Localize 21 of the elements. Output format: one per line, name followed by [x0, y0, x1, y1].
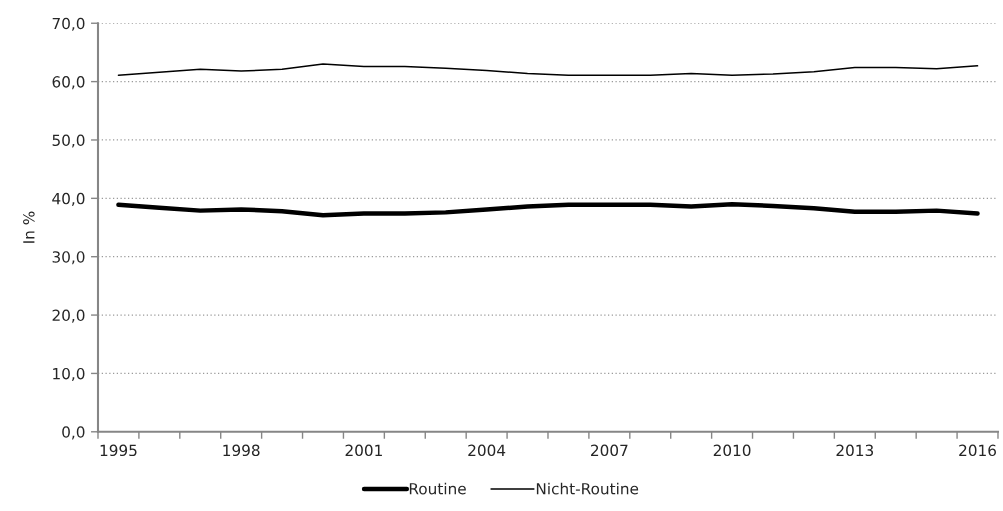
- y-tick-label: 0,0: [62, 426, 85, 440]
- x-tick-label: 1995: [100, 444, 137, 457]
- y-tick-label: 60,0: [52, 76, 85, 90]
- y-tick-label: 70,0: [52, 17, 85, 31]
- line-series: [116, 201, 980, 218]
- line-series: [117, 63, 979, 76]
- y-axis-title: In %: [23, 211, 35, 243]
- y-tick-label: 20,0: [52, 309, 85, 323]
- legend-label: Nicht-Routine: [536, 482, 639, 495]
- y-tick-label: 50,0: [52, 134, 85, 148]
- x-tick-label: 2010: [713, 444, 751, 457]
- x-tick-label: 1998: [223, 444, 260, 457]
- x-tick-label: 2007: [591, 444, 628, 457]
- y-tick-label: 40,0: [52, 192, 85, 206]
- x-tick-label: 2001: [345, 444, 382, 457]
- x-tick-label: 2013: [836, 444, 874, 457]
- legend-label: Routine: [409, 482, 466, 495]
- x-tick-label: 2016: [959, 444, 997, 457]
- x-tick-label: 2004: [468, 444, 506, 457]
- y-tick-label: 10,0: [53, 367, 85, 382]
- y-tick-label: 30,0: [52, 251, 85, 265]
